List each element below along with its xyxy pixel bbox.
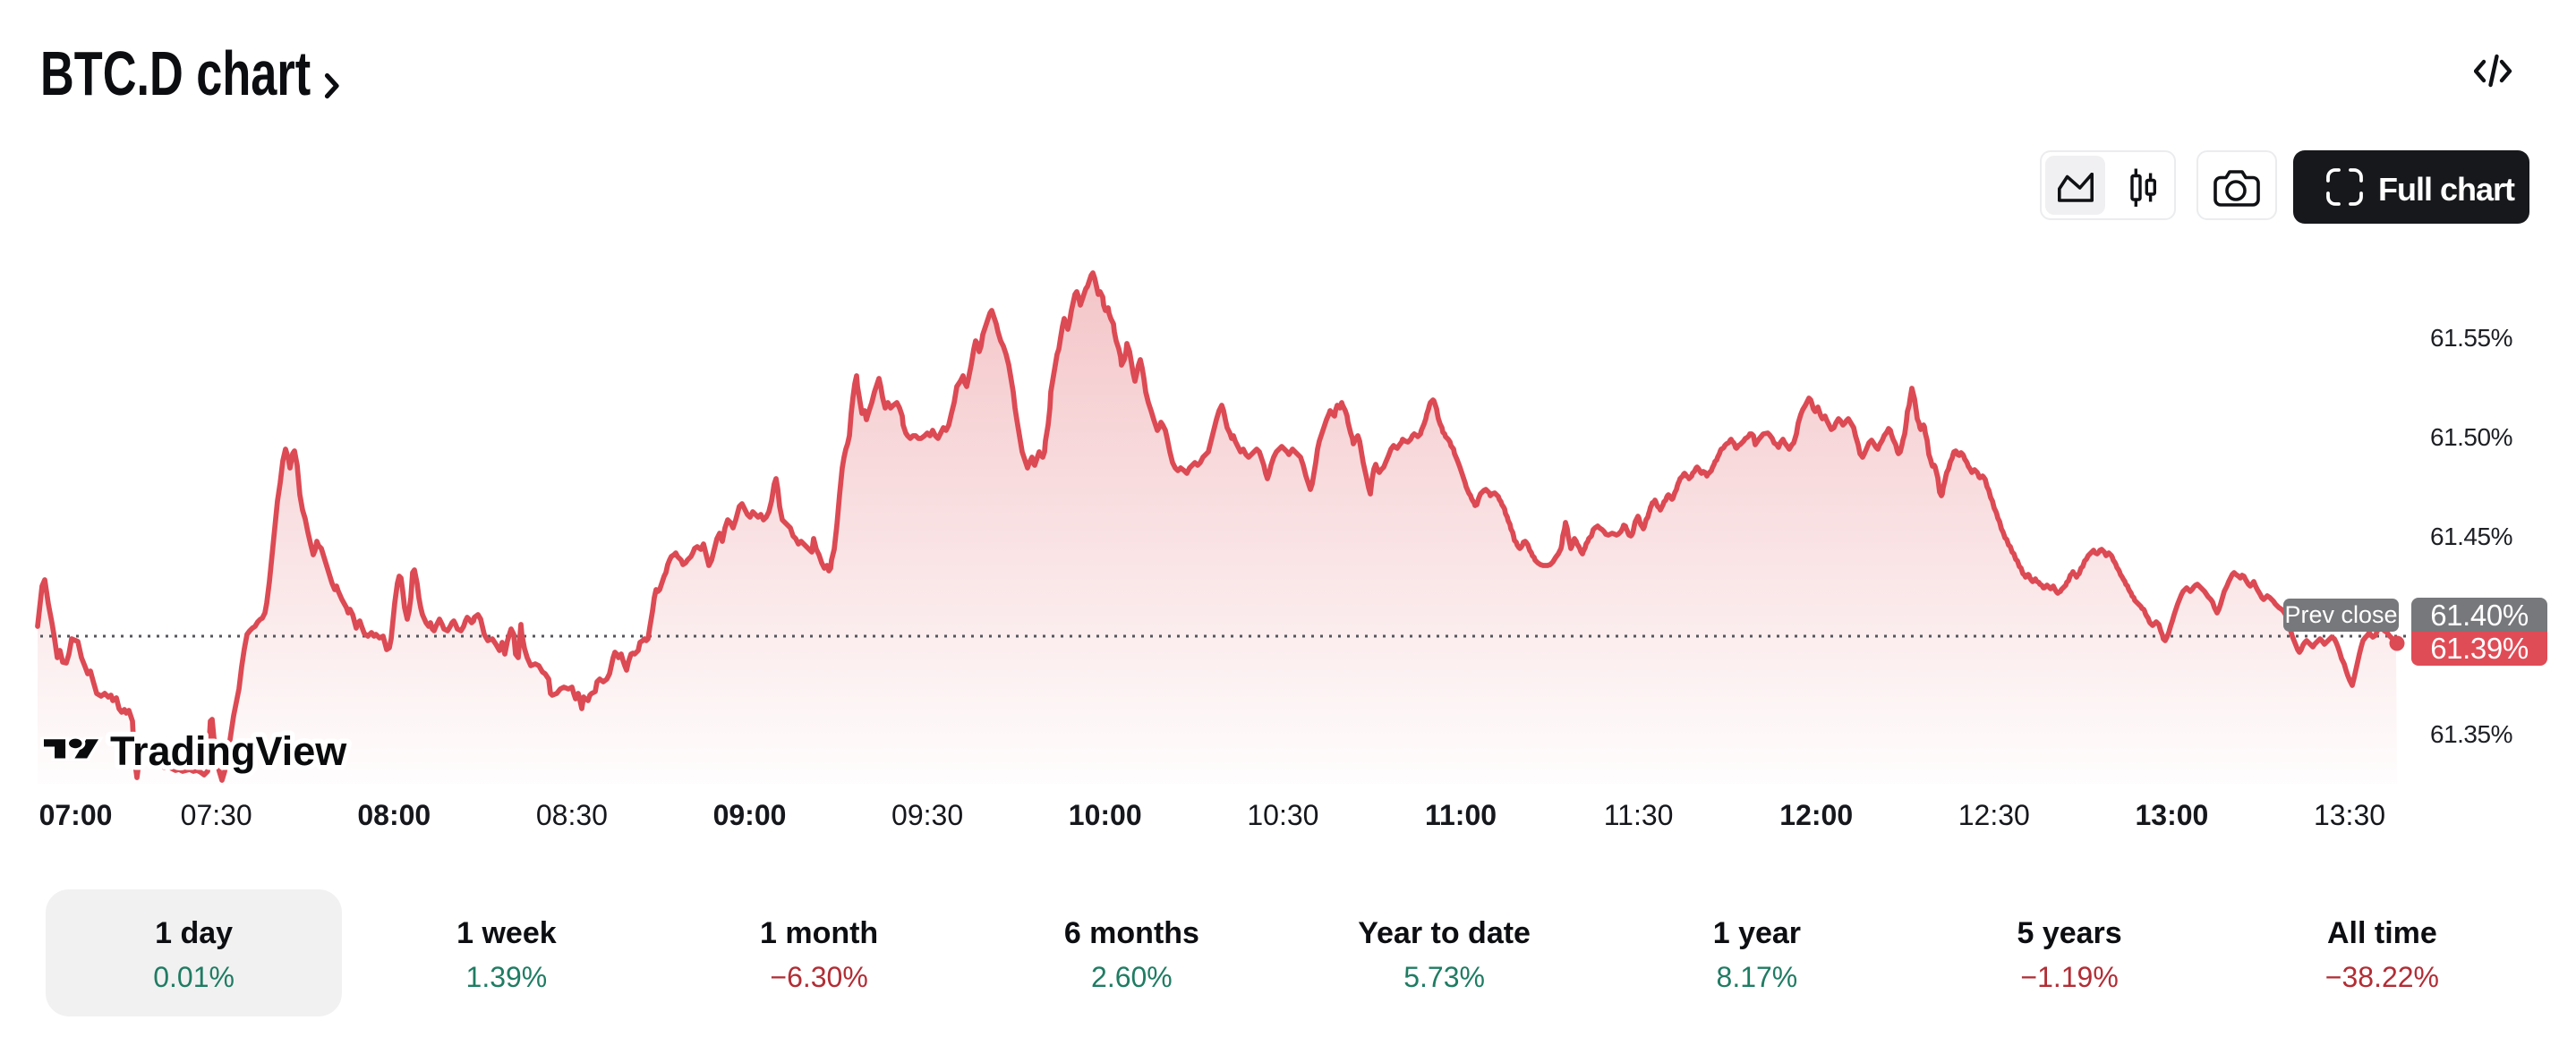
svg-text:TradingView: TradingView — [110, 728, 347, 774]
